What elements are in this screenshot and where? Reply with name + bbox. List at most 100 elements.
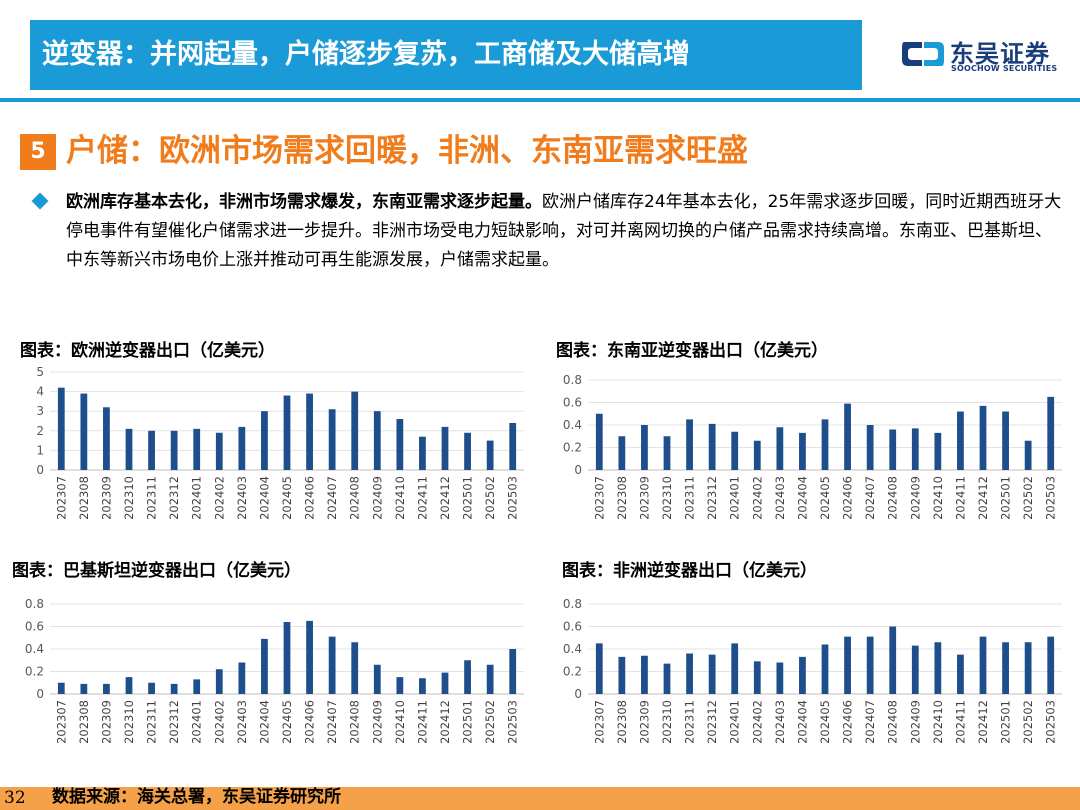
bar <box>261 411 268 470</box>
x-tick-label: 202402 <box>212 476 226 520</box>
x-tick-label: 202503 <box>1044 700 1058 744</box>
bar <box>1047 636 1055 694</box>
y-tick-label: 0.4 <box>563 642 582 656</box>
x-tick-label: 202502 <box>483 476 497 520</box>
x-tick-label: 202403 <box>773 476 787 520</box>
x-tick-label: 202308 <box>615 700 629 744</box>
bar <box>509 649 517 694</box>
bar <box>148 682 155 694</box>
x-tick-label: 202502 <box>1021 700 1035 744</box>
bar <box>373 664 381 694</box>
x-tick-label: 202404 <box>795 700 809 744</box>
x-tick-label: 202311 <box>683 700 697 744</box>
x-tick-label: 202411 <box>953 476 967 520</box>
bar <box>934 432 942 470</box>
bar <box>215 432 223 470</box>
bar <box>844 636 851 694</box>
bullet-paragraph: 欧洲库存基本去化，非洲市场需求爆发，东南亚需求逐步起量。欧洲户储库存24年基本去… <box>66 188 1068 275</box>
x-tick-label: 202402 <box>212 700 226 744</box>
x-tick-label: 202309 <box>99 476 113 520</box>
bar <box>396 677 404 694</box>
chart-title-europe: 图表：欧洲逆变器出口（亿美元） <box>20 341 275 361</box>
bar <box>957 654 964 694</box>
x-tick-label: 202502 <box>1021 476 1035 520</box>
bar <box>889 429 897 470</box>
bar <box>708 423 716 470</box>
bar <box>306 620 313 694</box>
bar <box>419 678 426 694</box>
bar <box>753 661 761 694</box>
x-tick-label: 202407 <box>863 700 877 744</box>
bar <box>799 432 806 470</box>
x-tick-label: 202409 <box>370 476 384 520</box>
bar <box>328 636 336 694</box>
x-tick-label: 202502 <box>483 700 497 744</box>
x-tick-label: 202312 <box>705 700 719 744</box>
x-tick-label: 202312 <box>167 476 181 520</box>
data-source: 数据来源：海关总署，东吴证券研究所 <box>52 787 341 807</box>
x-tick-label: 202404 <box>795 476 809 520</box>
bar <box>57 387 65 470</box>
bar <box>618 436 626 470</box>
x-tick-label: 202503 <box>506 476 520 520</box>
x-tick-label: 202312 <box>705 476 719 520</box>
y-tick-label: 0.6 <box>25 620 44 634</box>
x-tick-label: 202412 <box>438 476 452 520</box>
y-tick-label: 0 <box>36 463 44 477</box>
section-number-badge: 5 <box>20 134 56 170</box>
bar <box>148 430 155 470</box>
section-title: 户储：欧洲市场需求回暖，非洲、东南亚需求旺盛 <box>66 133 748 169</box>
chart-title-pakistan: 图表：巴基斯坦逆变器出口（亿美元） <box>12 561 301 581</box>
bar <box>934 642 942 694</box>
x-tick-label: 202311 <box>145 700 159 744</box>
bar <box>1002 642 1009 694</box>
x-tick-label: 202311 <box>145 476 159 520</box>
bar <box>1024 440 1032 470</box>
bar <box>351 642 359 694</box>
bar <box>866 636 874 694</box>
bar <box>821 644 829 694</box>
x-tick-label: 202408 <box>348 700 362 744</box>
chart-title-southeast-asia: 图表：东南亚逆变器出口（亿美元） <box>556 341 828 361</box>
bar <box>80 393 88 470</box>
y-tick-label: 0.2 <box>563 665 582 679</box>
x-tick-label: 202401 <box>190 476 204 520</box>
bar <box>866 425 874 470</box>
footer-bar <box>0 787 1080 810</box>
bar <box>979 405 987 470</box>
x-tick-label: 202404 <box>257 476 271 520</box>
bar <box>486 440 494 470</box>
x-tick-label: 202405 <box>280 476 294 520</box>
bar <box>193 428 201 470</box>
x-tick-label: 202407 <box>325 700 339 744</box>
y-tick-label: 3 <box>36 404 44 418</box>
bar <box>821 419 829 470</box>
x-tick-label: 202410 <box>931 476 945 520</box>
bar <box>641 425 648 470</box>
bar <box>486 664 494 694</box>
x-tick-label: 202307 <box>54 700 68 744</box>
bar <box>1024 642 1032 694</box>
bar <box>283 622 291 694</box>
x-tick-label: 202401 <box>728 476 742 520</box>
x-tick-label: 202408 <box>886 476 900 520</box>
bar <box>283 395 291 470</box>
x-tick-label: 202307 <box>54 476 68 520</box>
bar <box>618 656 626 694</box>
x-tick-label: 202403 <box>235 476 249 520</box>
x-tick-label: 202405 <box>280 700 294 744</box>
y-tick-label: 0.6 <box>563 620 582 634</box>
x-tick-label: 202412 <box>438 700 452 744</box>
x-tick-label: 202408 <box>348 476 362 520</box>
bar <box>776 662 784 694</box>
bar <box>103 683 110 694</box>
x-tick-label: 202501 <box>461 476 475 520</box>
bar <box>57 682 65 694</box>
page-number: 32 <box>4 788 26 808</box>
y-tick-label: 0.2 <box>25 665 44 679</box>
bar <box>663 436 671 470</box>
chart-europe: 0 1 2 3 4 5 202307 202308 202309 202310 202311 2023… <box>36 365 524 520</box>
x-tick-label: 202310 <box>122 700 136 744</box>
x-tick-label: 202312 <box>167 700 181 744</box>
bar <box>911 428 919 470</box>
